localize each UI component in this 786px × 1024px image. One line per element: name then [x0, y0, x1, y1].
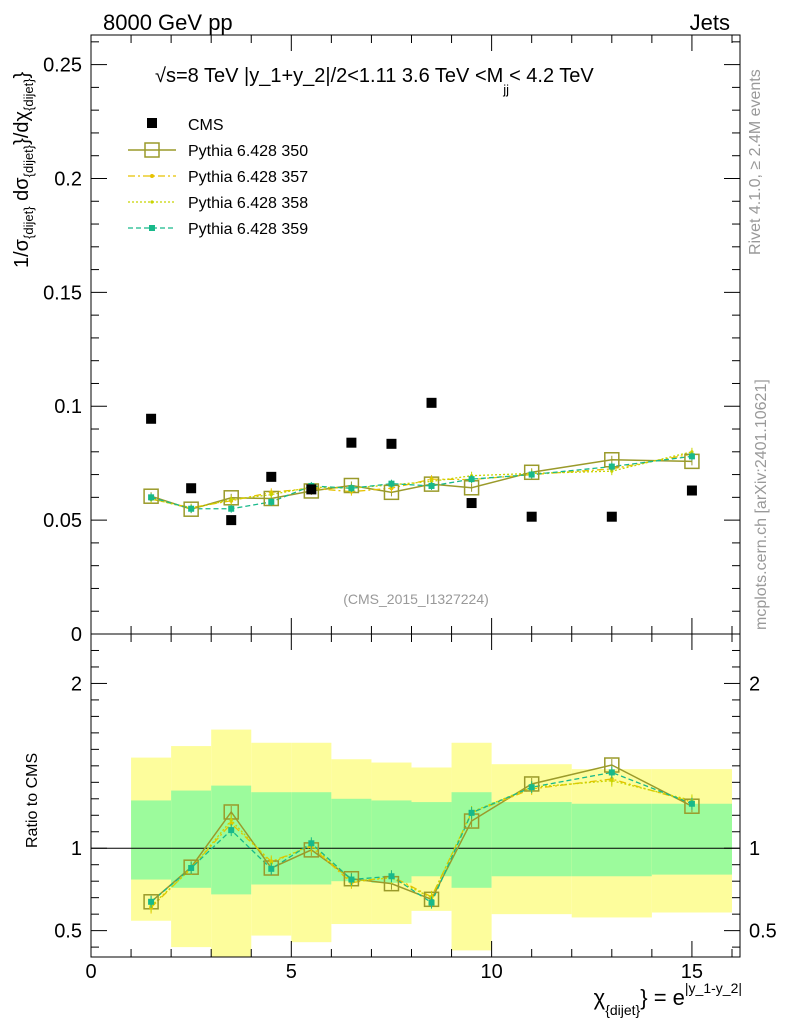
- ratio-point-p358-3: [229, 818, 233, 822]
- ratio-point-p359-7: [388, 873, 395, 880]
- ratio-point-p359-9: [468, 809, 475, 816]
- point-p359-2: [188, 505, 195, 512]
- x-tick-label-15: 15: [681, 961, 703, 983]
- ratio-point-p359-1: [148, 898, 155, 905]
- band-inner-11: [571, 803, 652, 877]
- point-p359-9: [468, 476, 475, 483]
- legend-p357-marker: [150, 174, 154, 178]
- legend: CMS Pythia 6.428 350 Pythia 6.428 357 Py…: [128, 117, 308, 238]
- y-tick-label-5: 0.25: [43, 55, 82, 77]
- ratio-tick-label-0: 0.5: [54, 921, 82, 943]
- ratio-point-p359-2: [188, 865, 195, 872]
- band-inner-12: [651, 803, 732, 875]
- y-tick-label-4: 0.2: [54, 168, 82, 190]
- ratio-frame: [90, 633, 741, 958]
- point-p359-11: [608, 463, 615, 470]
- point-p358-12: [690, 450, 694, 454]
- y-tick-label-1: 0.05: [43, 510, 82, 532]
- y-axis-label: 1/σ{dijet} dσ{dijet}}/dχ{dijet}}: [11, 71, 36, 268]
- data-point-4: [266, 471, 277, 482]
- point-p358-4: [269, 493, 273, 497]
- ratio-panel: 0 5 10 15 0.5 0.5 1 1 2 2: [54, 633, 777, 983]
- data-point-11: [606, 511, 617, 522]
- band-inner-7: [371, 800, 412, 883]
- legend-p358-label: Pythia 6.428 358: [188, 195, 308, 212]
- data-point-5: [306, 484, 317, 495]
- series-line-p359: [150, 455, 693, 510]
- ratio-point-p359-12: [688, 800, 695, 807]
- legend-p357-label: Pythia 6.428 357: [188, 169, 308, 186]
- ratio-point-p359-11: [608, 769, 615, 776]
- point-p358-3: [229, 498, 233, 502]
- legend-p359-marker: [149, 225, 155, 231]
- data-point-3: [226, 515, 237, 526]
- point-p359-12: [688, 453, 695, 460]
- x-axis-label: χ{dijet}} = e|y_1-y_2|: [594, 980, 742, 1018]
- point-p359-10: [528, 471, 535, 478]
- x-tick-label-0: 0: [85, 961, 96, 983]
- legend-cms-marker: [147, 118, 157, 128]
- process-label: Jets: [690, 10, 730, 35]
- y-tick-label-3: 0.15: [43, 282, 82, 304]
- ratio-line-p359: [150, 771, 693, 904]
- band-inner-6: [331, 798, 372, 882]
- point-p350-2: [183, 501, 199, 517]
- ratio-line-p350: [150, 764, 693, 903]
- legend-p358-marker: [150, 200, 154, 204]
- legend-p359-label: Pythia 6.428 359: [188, 221, 308, 238]
- ratio-tick-label-right-1: 1: [749, 838, 760, 860]
- band-inner-1: [131, 800, 172, 880]
- ratio-line-p357: [150, 778, 693, 909]
- ratio-line-p358: [150, 780, 693, 907]
- ratio-y-axis-label: Ratio to CMS: [24, 753, 41, 848]
- point-p359-1: [148, 494, 155, 501]
- legend-cms-label: CMS: [188, 117, 224, 134]
- point-p359-8: [428, 482, 435, 489]
- ratio-point-p359-5: [308, 840, 315, 847]
- x-tick-label-10: 10: [480, 961, 502, 983]
- ratio-point-p359-8: [428, 899, 435, 906]
- data-point-7: [386, 438, 397, 449]
- ratio-point-p358-11: [610, 779, 614, 783]
- ratio-tick-label-2: 2: [71, 673, 82, 695]
- ratio-point-p359-4: [268, 865, 275, 872]
- data-point-1: [146, 413, 157, 424]
- analysis-id: (CMS_2015_I1327224): [343, 591, 489, 607]
- data-point-8: [426, 397, 437, 408]
- collision-label: 8000 GeV pp: [103, 10, 233, 35]
- ratio-tick-label-1: 1: [71, 838, 82, 860]
- point-p350-10: [523, 464, 540, 481]
- ratio-point-p359-6: [348, 876, 355, 883]
- point-p350-1: [143, 488, 159, 504]
- band-inner-3: [211, 785, 252, 895]
- data-point-6: [346, 437, 357, 448]
- band-inner-8: [411, 802, 452, 877]
- ratio-point-p359-10: [528, 784, 535, 791]
- band-inner-10: [491, 802, 572, 877]
- point-p359-3: [228, 505, 235, 512]
- legend-p350-label: Pythia 6.428 350: [188, 143, 308, 160]
- point-p358-11: [610, 469, 614, 473]
- data-point-9: [466, 498, 477, 509]
- data-point-12: [686, 485, 697, 496]
- chart-title: √s=8 TeV |y_1+y_2|/2<1.11 3.6 TeV <Mjj< …: [155, 65, 594, 97]
- point-p359-4: [268, 498, 275, 505]
- legend-p350-marker: [144, 142, 160, 158]
- ratio-tick-label-right-0: 0.5: [749, 921, 777, 943]
- ratio-point-p359-3: [228, 827, 235, 834]
- ratio-tick-label-right-2: 2: [749, 673, 760, 695]
- point-p358-8: [429, 479, 434, 484]
- y-tick-label-2: 0.1: [54, 396, 82, 418]
- y-tick-label-0: 0: [71, 624, 82, 646]
- mcplots-label: mcplots.cern.ch [arXiv:2401.10621]: [753, 379, 770, 630]
- data-point-10: [526, 511, 537, 522]
- point-p359-6: [348, 485, 355, 492]
- rivet-label: Rivet 4.1.0, ≥ 2.4M events: [747, 69, 764, 255]
- point-p359-7: [388, 480, 395, 487]
- x-tick-label-5: 5: [286, 961, 297, 983]
- data-point-2: [186, 483, 197, 494]
